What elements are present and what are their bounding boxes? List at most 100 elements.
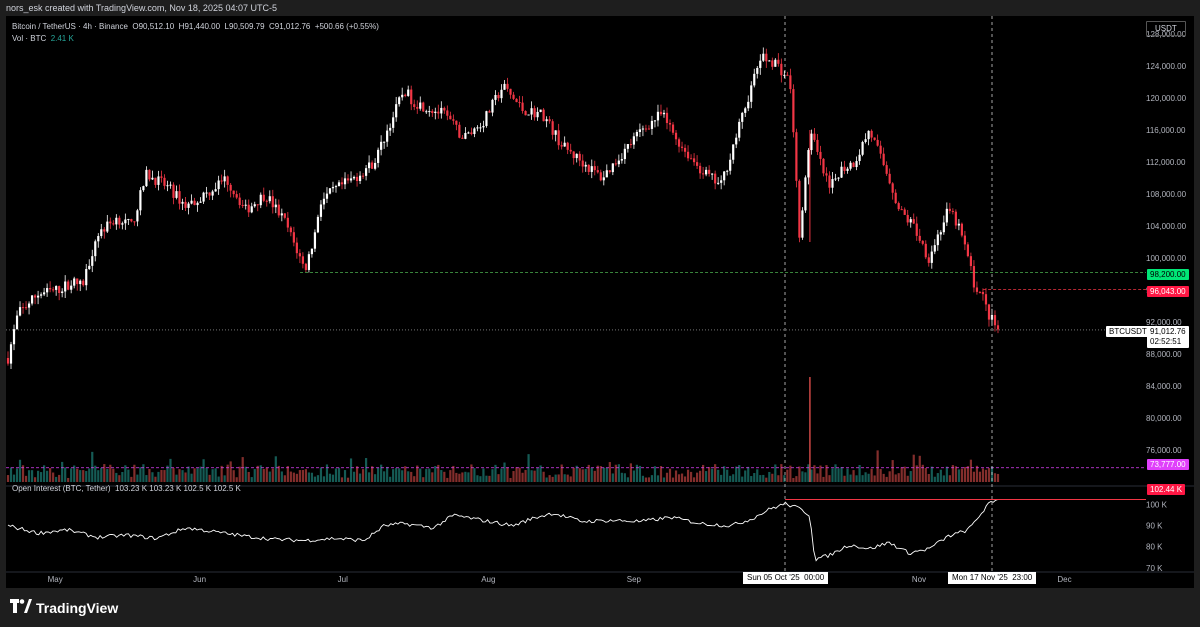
candle-body	[277, 204, 280, 216]
candle-body	[957, 223, 960, 226]
volume-bar	[867, 473, 870, 482]
volume-bar	[876, 450, 879, 482]
candle-body	[735, 137, 738, 145]
candle-body	[705, 169, 708, 175]
volume-bar	[711, 468, 714, 482]
candle-body	[536, 111, 539, 118]
last-price-tag: 91,012.76 02:52:51	[1147, 326, 1189, 348]
candle-body	[148, 169, 151, 180]
candle-body	[942, 222, 945, 233]
volume-bar	[572, 467, 575, 482]
volume-bar	[235, 477, 238, 482]
candle-body	[774, 59, 777, 67]
candle-body	[810, 133, 813, 151]
oi-tick-label: 70 K	[1146, 564, 1163, 573]
candle-body	[259, 194, 262, 206]
volume-bar	[798, 466, 801, 482]
candle-body	[346, 178, 350, 181]
price-tick-label: 104,000.00	[1146, 222, 1187, 231]
volume-bar	[244, 466, 247, 482]
volume-bar	[972, 471, 976, 482]
candle-body	[383, 141, 386, 143]
volume-bar	[650, 475, 654, 482]
candle-body	[118, 217, 121, 225]
volume-bar	[364, 458, 368, 482]
volume-bar	[774, 464, 777, 482]
candle-body	[461, 137, 464, 139]
volume-bar	[268, 471, 271, 482]
candle-body	[741, 112, 744, 122]
candle-body	[936, 234, 939, 246]
currency-label[interactable]: USDT	[1146, 21, 1186, 36]
candle-body	[6, 358, 10, 364]
candle-body	[837, 177, 840, 179]
volume-bar	[413, 476, 416, 482]
chart-svg[interactable]: 128,000.00 124,000.00 120,000.00 116,000.00…	[6, 16, 1194, 588]
candle-body	[389, 127, 392, 131]
time-tick-label: Dec	[1057, 575, 1071, 584]
candle-body	[64, 281, 67, 292]
candle-body	[298, 253, 301, 257]
candle-body	[160, 176, 163, 178]
candle-body	[638, 129, 642, 133]
candle-body	[73, 278, 76, 286]
candle-body	[106, 221, 109, 232]
candle-body	[858, 154, 861, 162]
volume-bar	[762, 474, 765, 482]
volume-bar	[698, 470, 702, 482]
volume-bar	[292, 472, 295, 482]
volume-bar	[548, 475, 551, 482]
volume-bar	[386, 466, 389, 482]
legend-open: 90,512.10	[138, 22, 175, 31]
volume-bar	[298, 470, 301, 482]
volume-bar	[431, 472, 434, 482]
candle-body	[94, 241, 97, 257]
candle-body	[524, 110, 527, 116]
candle-body	[786, 74, 789, 76]
tradingview-logo[interactable]: TradingView	[10, 599, 118, 616]
candle-body	[527, 114, 530, 116]
volume-bar	[864, 472, 867, 482]
candle-body	[530, 108, 533, 115]
candle-body	[404, 94, 407, 96]
price-tick-label: 124,000.00	[1146, 62, 1187, 71]
candle-body	[614, 163, 617, 165]
candle-body	[319, 204, 323, 217]
volume-bar	[352, 471, 356, 482]
volume-bar	[948, 475, 951, 482]
symbol-tag: BTCUSDT	[1106, 326, 1150, 337]
volume-bar	[861, 475, 864, 482]
volume-bar	[488, 475, 491, 482]
volume-bar	[792, 477, 795, 482]
candle-body	[115, 217, 118, 225]
volume-bar	[530, 470, 533, 482]
candle-body	[253, 204, 256, 207]
candle-body	[485, 111, 488, 126]
brand-name: TradingView	[36, 599, 119, 616]
candle-body	[855, 161, 858, 168]
candle-body	[449, 115, 452, 120]
candle-body	[9, 344, 13, 364]
volume-bar	[966, 466, 970, 482]
chart-frame[interactable]: 128,000.00 124,000.00 120,000.00 116,000.00…	[6, 16, 1194, 588]
candle-body	[879, 145, 882, 154]
oi-tick-label: 90 K	[1146, 522, 1163, 531]
price-tick-label: 120,000.00	[1146, 94, 1187, 103]
oi-last-tag: 102.44 K	[1147, 484, 1186, 495]
volume-bar	[18, 459, 22, 482]
candle-body	[262, 194, 265, 201]
volume-bar	[846, 468, 849, 482]
volume-bar	[581, 469, 584, 482]
volume-bar	[9, 467, 13, 482]
candle-body	[214, 189, 217, 192]
candle-body	[24, 307, 28, 309]
candle-body	[647, 128, 651, 130]
volume-bar	[593, 470, 596, 482]
volume-bar	[732, 474, 735, 482]
volume-bar	[768, 471, 771, 482]
candle-body	[882, 153, 885, 166]
candle-body	[584, 164, 587, 167]
volume-bar	[674, 470, 678, 482]
candle-body	[717, 182, 720, 184]
volume-bar	[705, 471, 708, 482]
